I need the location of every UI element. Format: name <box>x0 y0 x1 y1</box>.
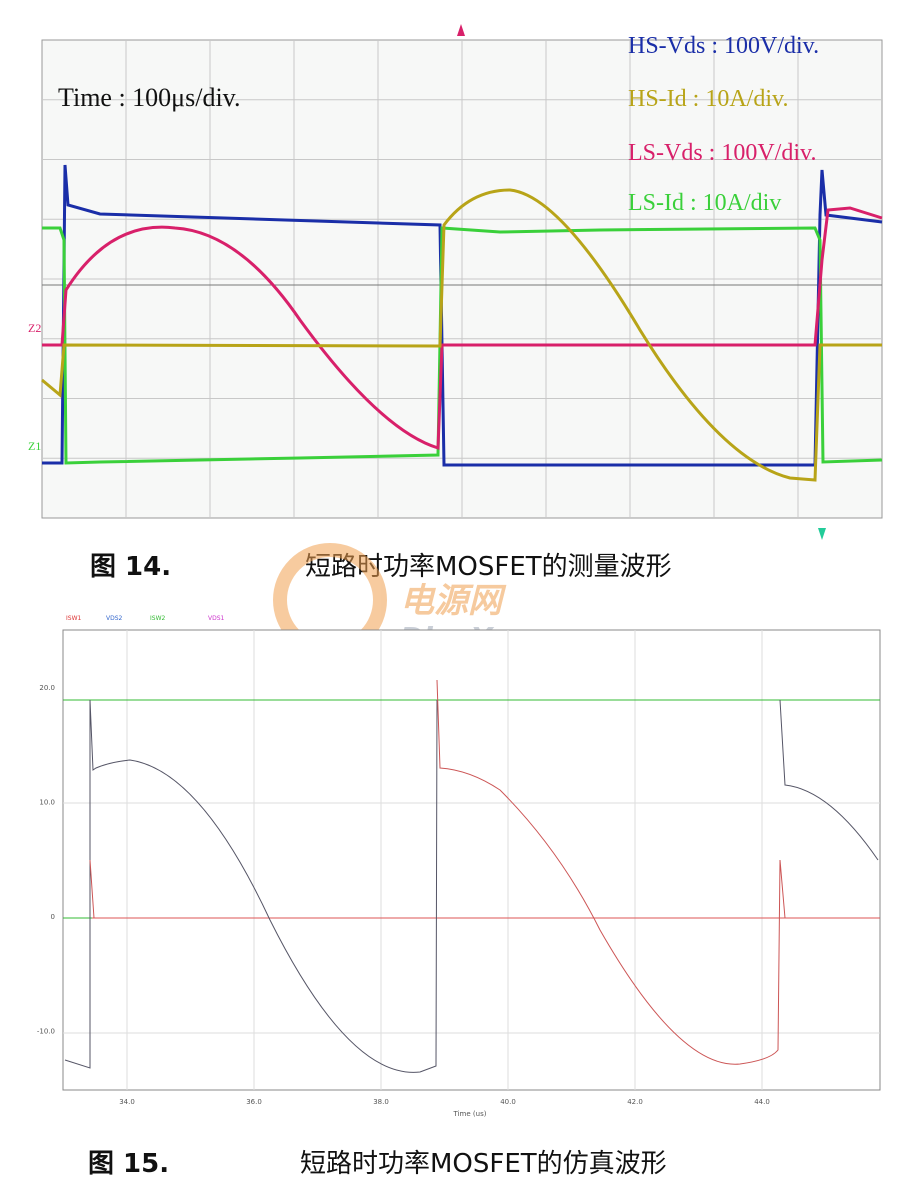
x-tick-label: 34.0 <box>119 1098 135 1106</box>
legend-entry: LS-Id : 10A/div <box>628 190 781 216</box>
channel-marker: Z1 <box>28 439 41 453</box>
caption-number: 图 14. <box>90 552 171 582</box>
x-tick-label: 42.0 <box>627 1098 643 1106</box>
scope-grid <box>42 40 882 518</box>
trace <box>64 699 438 1073</box>
simulation-figure: ISW1 VDS2 ISW2 VDS1 20.010.00-10.0 34.0 3… <box>37 615 881 1118</box>
trace <box>779 699 879 861</box>
oscilloscope-figure: Time : 100μs/div. HS-Vds : 100V/div. HS-… <box>28 24 883 540</box>
x-tick-label: 44.0 <box>754 1098 770 1106</box>
x-tick-label: 38.0 <box>373 1098 389 1106</box>
watermark-brand: 电源网 <box>400 581 507 621</box>
legend-entry: LS-Vds : 100V/div. <box>628 140 816 166</box>
y-tick-label: 0 <box>51 913 55 921</box>
legend-entry: HS-Id : 10A/div. <box>628 86 788 112</box>
time-scale: Time : 100μs/div. <box>58 83 241 112</box>
caption-text: 短路时功率MOSFET的仿真波形 <box>300 1149 667 1179</box>
x-tick-label: 40.0 <box>500 1098 516 1106</box>
legend-entry: ISW2 <box>150 615 166 622</box>
legend-entry: VDS2 <box>106 615 123 622</box>
y-axis: 20.0 10.0 0 -10.0 <box>37 684 55 1036</box>
trace <box>89 679 786 1065</box>
legend-entry: ISW1 <box>66 615 82 622</box>
trigger-marker <box>818 528 826 540</box>
y-tick-label: 20.0 <box>39 684 55 692</box>
plot-area <box>62 629 881 1091</box>
trigger-marker <box>457 24 465 36</box>
caption-number: 图 15. <box>88 1149 169 1179</box>
channel-marker: Z2 <box>28 321 41 335</box>
x-axis: 34.0 36.0 38.0 40.0 42.0 44.0 <box>119 1098 770 1106</box>
legend-entry: HS-Vds : 100V/div. <box>628 33 819 59</box>
trace-hs-id <box>41 188 882 482</box>
x-tick-label: 36.0 <box>246 1098 262 1106</box>
y-tick-label: -10.0 <box>37 1028 55 1036</box>
x-axis-label: Time (us) <box>453 1110 487 1118</box>
y-tick-label: 10.0 <box>39 799 55 807</box>
trace-ls-vds <box>42 206 883 451</box>
legend-entry: VDS1 <box>208 615 225 622</box>
